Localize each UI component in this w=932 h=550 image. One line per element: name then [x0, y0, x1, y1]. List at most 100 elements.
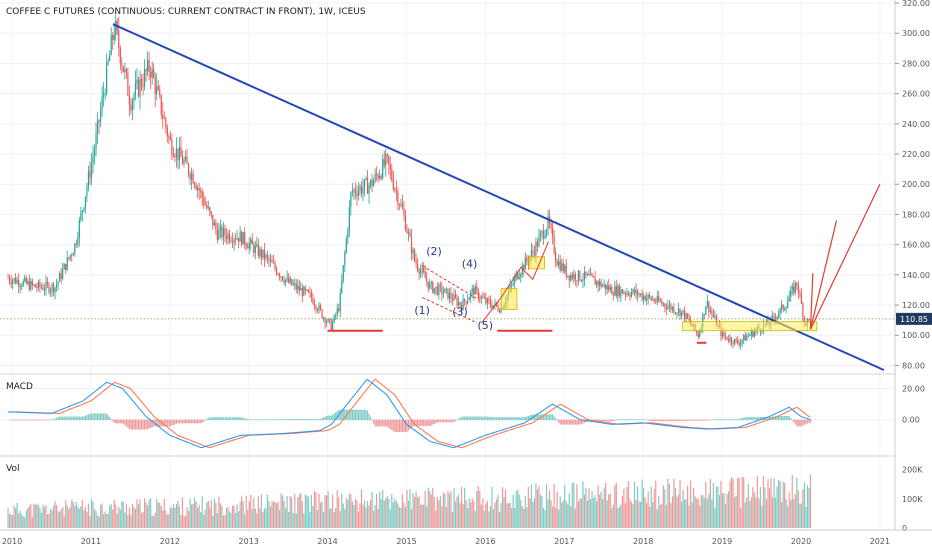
macd-histogram-bar — [90, 413, 93, 421]
volume-bar — [382, 489, 384, 528]
macd-histogram-bar — [187, 419, 190, 424]
macd-histogram-bar — [712, 419, 714, 421]
macd-histogram-bar — [417, 419, 419, 426]
macd-histogram-bar — [224, 417, 226, 421]
candle-body — [432, 282, 434, 293]
volume-bar — [406, 490, 408, 528]
candle-body — [453, 294, 455, 301]
price-tick-label: 200.00 — [902, 180, 930, 189]
volume-bar — [368, 505, 370, 528]
macd-histogram-bar — [103, 413, 105, 421]
candle-body — [45, 281, 47, 290]
candle-body — [330, 319, 332, 330]
macd-histogram-bar — [426, 419, 428, 426]
volume-bar — [403, 502, 405, 528]
time-tick-label: 2014 — [317, 537, 337, 546]
macd-histogram-bar — [154, 419, 156, 427]
volume-bar — [650, 486, 652, 528]
volume-bar — [409, 489, 411, 528]
candle-body — [89, 171, 91, 178]
candle-body — [43, 289, 46, 291]
candle-body — [230, 240, 232, 242]
candle-body — [127, 73, 129, 96]
volume-bar — [133, 506, 135, 528]
macd-histogram-bar — [274, 419, 276, 421]
candle-body — [423, 267, 425, 273]
volume-bar — [768, 488, 771, 528]
volume-bar — [407, 500, 410, 528]
candle-body — [635, 289, 637, 294]
volume-bar — [691, 502, 693, 528]
volume-bar — [638, 501, 640, 528]
candle-body — [677, 308, 680, 313]
volume-bar — [665, 504, 667, 528]
macd-histogram-bar — [206, 418, 208, 421]
macd-histogram-bar — [705, 419, 707, 421]
macd-histogram-bar — [658, 419, 660, 422]
price-tick-label: 260.00 — [902, 90, 930, 99]
candle-body — [344, 252, 346, 266]
macd-histogram-bar — [62, 416, 64, 421]
candle-body — [131, 100, 134, 111]
time-axis[interactable]: 2010 2011 2012 2013 2014 2015 2016 2017 2018 2019… — [0, 529, 932, 546]
candle-body — [577, 270, 579, 282]
macd-histogram-bar — [603, 419, 605, 422]
volume-bar — [504, 489, 507, 528]
volume-bar — [576, 484, 578, 528]
candle-body — [683, 310, 686, 320]
candle-body — [464, 299, 466, 302]
macd-histogram-bar — [538, 414, 540, 421]
candle-body — [271, 260, 273, 263]
macd-histogram-bar — [646, 419, 648, 421]
volume-bar — [227, 506, 229, 528]
candle-body — [771, 316, 774, 318]
macd-histogram-bar — [325, 415, 328, 421]
candle-body — [679, 308, 681, 317]
volume-bar — [717, 486, 719, 528]
macd-histogram-bar — [7, 419, 9, 421]
volume-bar — [74, 505, 76, 528]
macd-histogram-bar — [318, 419, 320, 421]
volume-bar — [553, 484, 555, 528]
candle-body — [659, 301, 661, 302]
candle-body — [404, 215, 407, 231]
macd-histogram-bar — [286, 419, 288, 421]
macd-histogram-bar — [568, 419, 570, 425]
volume-bar — [31, 516, 33, 528]
volume-bar — [68, 508, 70, 528]
volume-bar — [344, 508, 346, 528]
volume-bar — [599, 494, 601, 528]
macd-histogram-bar — [285, 419, 287, 421]
candle-body — [652, 299, 654, 301]
candle-body — [592, 276, 595, 278]
macd-histogram-bar — [656, 419, 658, 422]
macd-histogram-bar — [781, 415, 783, 421]
volume-bar — [524, 495, 526, 528]
volume-bar — [143, 498, 146, 528]
drawing-overlays: (1)(2)(3)(4)(5) — [0, 23, 895, 371]
candle-body — [486, 298, 488, 304]
candle-body — [277, 274, 279, 275]
candle-body — [595, 281, 598, 285]
volume-bar — [121, 501, 123, 528]
candle-body — [776, 316, 778, 320]
candle-body — [113, 34, 115, 40]
macd-histogram-bar — [553, 416, 555, 421]
volume-bar — [738, 477, 740, 528]
macd-histogram-bar — [52, 419, 55, 421]
candle-body — [99, 110, 102, 122]
macd-histogram-bar — [96, 413, 99, 421]
macd-histogram-bar — [644, 419, 646, 421]
candle-body — [278, 274, 281, 278]
candle-body — [274, 262, 276, 269]
volume-bar — [573, 482, 575, 528]
macd-histogram-bar — [51, 419, 53, 421]
price-axis[interactable]: 320.00300.00280.00260.00240.00220.00200.… — [894, 0, 932, 533]
time-tick-label: 2021 — [870, 537, 890, 546]
volume-bar — [301, 501, 303, 528]
volume-bar — [148, 499, 150, 528]
macd-histogram-bar — [573, 419, 575, 425]
candle-body — [222, 228, 225, 238]
macd-histogram-bar — [406, 419, 408, 432]
